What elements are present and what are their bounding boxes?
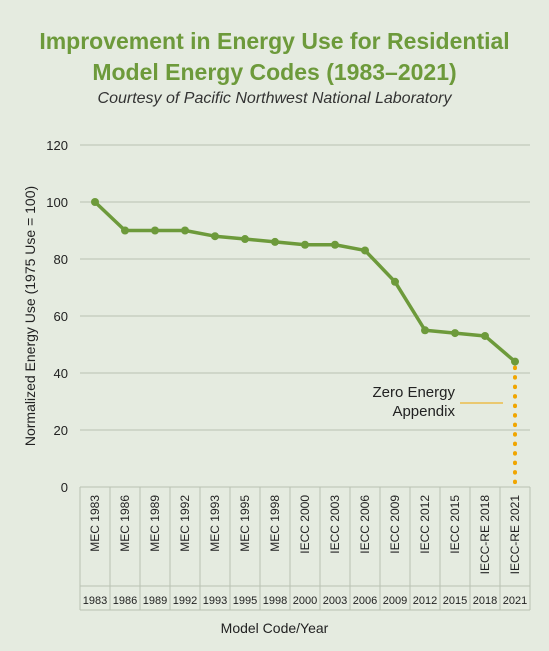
data-point [511, 357, 519, 366]
x-year-label: 1995 [233, 595, 257, 607]
data-point [391, 277, 399, 286]
data-point [121, 226, 129, 235]
x-year-label: 2021 [503, 595, 527, 607]
x-year-label: 1992 [173, 595, 197, 607]
x-year-label: 2018 [473, 595, 497, 607]
data-point [181, 226, 189, 235]
x-tick-label: IECC 2003 [328, 495, 342, 554]
y-tick-label: 80 [54, 252, 68, 267]
x-year-label: 2009 [383, 595, 407, 607]
chart-title: Improvement in Energy Use for Residentia… [0, 26, 549, 88]
y-tick-label: 60 [54, 309, 68, 324]
x-tick-label: IECC-RE 2018 [478, 495, 492, 575]
x-year-label: 2015 [443, 595, 467, 607]
y-tick-label: 20 [54, 423, 68, 438]
y-tick-label: 40 [54, 366, 68, 381]
x-tick-label: MEC 1998 [268, 495, 282, 552]
x-year-label: 1989 [143, 595, 167, 607]
x-tick-label: MEC 1993 [208, 495, 222, 552]
x-tick-label: IECC 2000 [298, 495, 312, 554]
x-year-label: 1993 [203, 595, 227, 607]
data-point [301, 240, 309, 249]
x-year-label: 2006 [353, 595, 377, 607]
data-point [271, 237, 279, 246]
data-point [421, 326, 429, 335]
data-point [451, 329, 459, 338]
data-point [211, 232, 219, 241]
y-tick-label: 100 [46, 195, 68, 210]
x-tick-label: IECC 2009 [388, 495, 402, 554]
x-tick-label: MEC 1995 [238, 495, 252, 552]
x-year-label: 2000 [293, 595, 317, 607]
x-year-label: 1983 [83, 595, 107, 607]
data-point [481, 331, 489, 340]
chart-title-line-2: Model Energy Codes (1983–2021) [92, 59, 457, 85]
x-year-label: 1986 [113, 595, 137, 607]
annotation-label-line-1: Zero Energy [372, 384, 455, 401]
series-line [93, 200, 517, 363]
x-tick-label: IECC 2012 [418, 495, 432, 554]
data-point [331, 240, 339, 249]
x-tick-label: IECC 2015 [448, 495, 462, 554]
data-point [91, 198, 99, 206]
y-tick-label: 120 [46, 138, 68, 153]
x-tick-label: MEC 1986 [118, 495, 132, 552]
annotation-label-line-2: Appendix [392, 403, 455, 420]
x-tick-label: MEC 1983 [88, 495, 102, 552]
data-point [361, 246, 369, 255]
x-tick-label: MEC 1992 [178, 495, 192, 552]
data-point [151, 226, 159, 235]
x-tick-label: IECC-RE 2021 [508, 495, 522, 575]
x-axis-label: Model Code/Year [220, 620, 329, 636]
x-year-label: 2012 [413, 595, 437, 607]
y-axis-label: Normalized Energy Use (1975 Use = 100) [22, 186, 38, 446]
x-tick-label: IECC 2006 [358, 495, 372, 554]
data-point [241, 235, 249, 244]
chart-title-line-1: Improvement in Energy Use for Residentia… [39, 28, 510, 54]
x-year-label: 1998 [263, 595, 287, 607]
y-tick-label: 0 [61, 480, 68, 495]
x-year-label: 2003 [323, 595, 347, 607]
x-tick-label: MEC 1989 [148, 495, 162, 552]
chart-subtitle: Courtesy of Pacific Northwest National L… [97, 90, 452, 107]
